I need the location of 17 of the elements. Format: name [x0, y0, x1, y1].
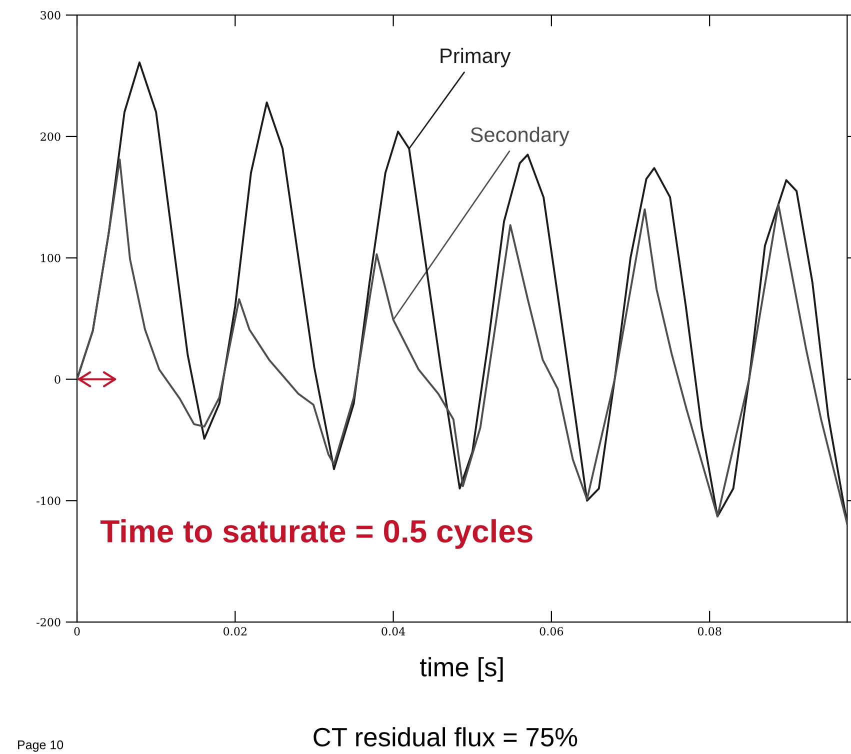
- text: Page 10: [18, 740, 64, 752]
- x-tick-label: 0.04: [382, 627, 406, 636]
- y-tick-label: -200: [36, 618, 60, 626]
- text: Secondary: [470, 126, 570, 146]
- x-tick-label: 0.06: [540, 627, 564, 636]
- y-tick-label: -100: [36, 496, 60, 506]
- x-tick-label: 0: [74, 627, 80, 636]
- text: Primary: [440, 48, 511, 68]
- y-tick-label: 0: [54, 375, 60, 384]
- y-tick-label: 200: [40, 132, 60, 141]
- y-tick-label: 100: [41, 254, 60, 262]
- x-tick-label: 0.02: [224, 627, 246, 636]
- y-tick-label: 300: [40, 11, 60, 20]
- text: CT residual flux = 75%: [314, 727, 578, 747]
- x-tick-label: 0.08: [698, 627, 722, 636]
- annotation: Time to saturate = 0.5 cycles: [100, 519, 532, 549]
- x-axis-title: time [s]: [420, 657, 503, 682]
